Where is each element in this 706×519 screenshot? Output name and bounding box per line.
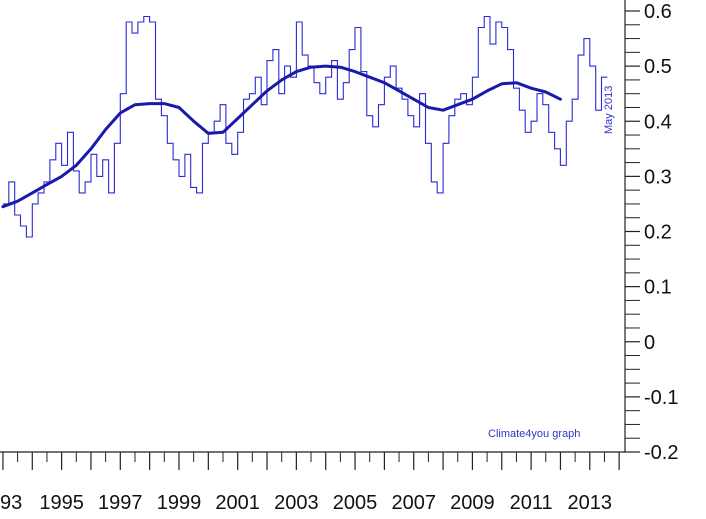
x-tick-label: 93	[0, 492, 22, 514]
x-tick-label: 2011	[510, 492, 553, 514]
date-label: May 2013	[603, 86, 615, 134]
series-monthly-line	[2, 15, 608, 238]
y-tick-label: 0.2	[644, 222, 672, 244]
y-tick-label: -0.2	[644, 442, 678, 464]
x-tick-label: 1999	[157, 492, 202, 514]
y-axis-ticks: 0.6 0.5 0.4 0.3 0.2 0.1 0 -0.1 -0.2	[625, 1, 678, 464]
x-tick-label: 2001	[215, 492, 260, 514]
series-layer	[1, 15, 608, 238]
y-tick-label: 0.6	[644, 1, 672, 23]
y-tick-label: 0.4	[644, 111, 672, 133]
x-axis-ticks: 93 1995 1997 1999 2001 2003 2005 2007 2009 2011 20…	[0, 452, 620, 514]
credit-label: Climate4you graph	[488, 428, 580, 440]
y-tick-label: -0.1	[644, 387, 678, 409]
y-tick-label: 0.3	[644, 166, 672, 188]
x-tick-label: 2003	[274, 492, 319, 514]
series-running-mean-line	[1, 64, 562, 209]
y-tick-label: 0	[644, 332, 655, 354]
x-tick-label: 2007	[391, 492, 436, 514]
y-tick-label: 0.1	[644, 277, 672, 299]
x-tick-label: 1995	[39, 492, 84, 514]
x-tick-label: 2013	[568, 492, 613, 514]
x-tick-label: 1997	[98, 492, 143, 514]
y-tick-label: 0.5	[644, 56, 672, 78]
x-tick-label: 2009	[450, 492, 495, 514]
x-tick-label: 2005	[333, 492, 378, 514]
